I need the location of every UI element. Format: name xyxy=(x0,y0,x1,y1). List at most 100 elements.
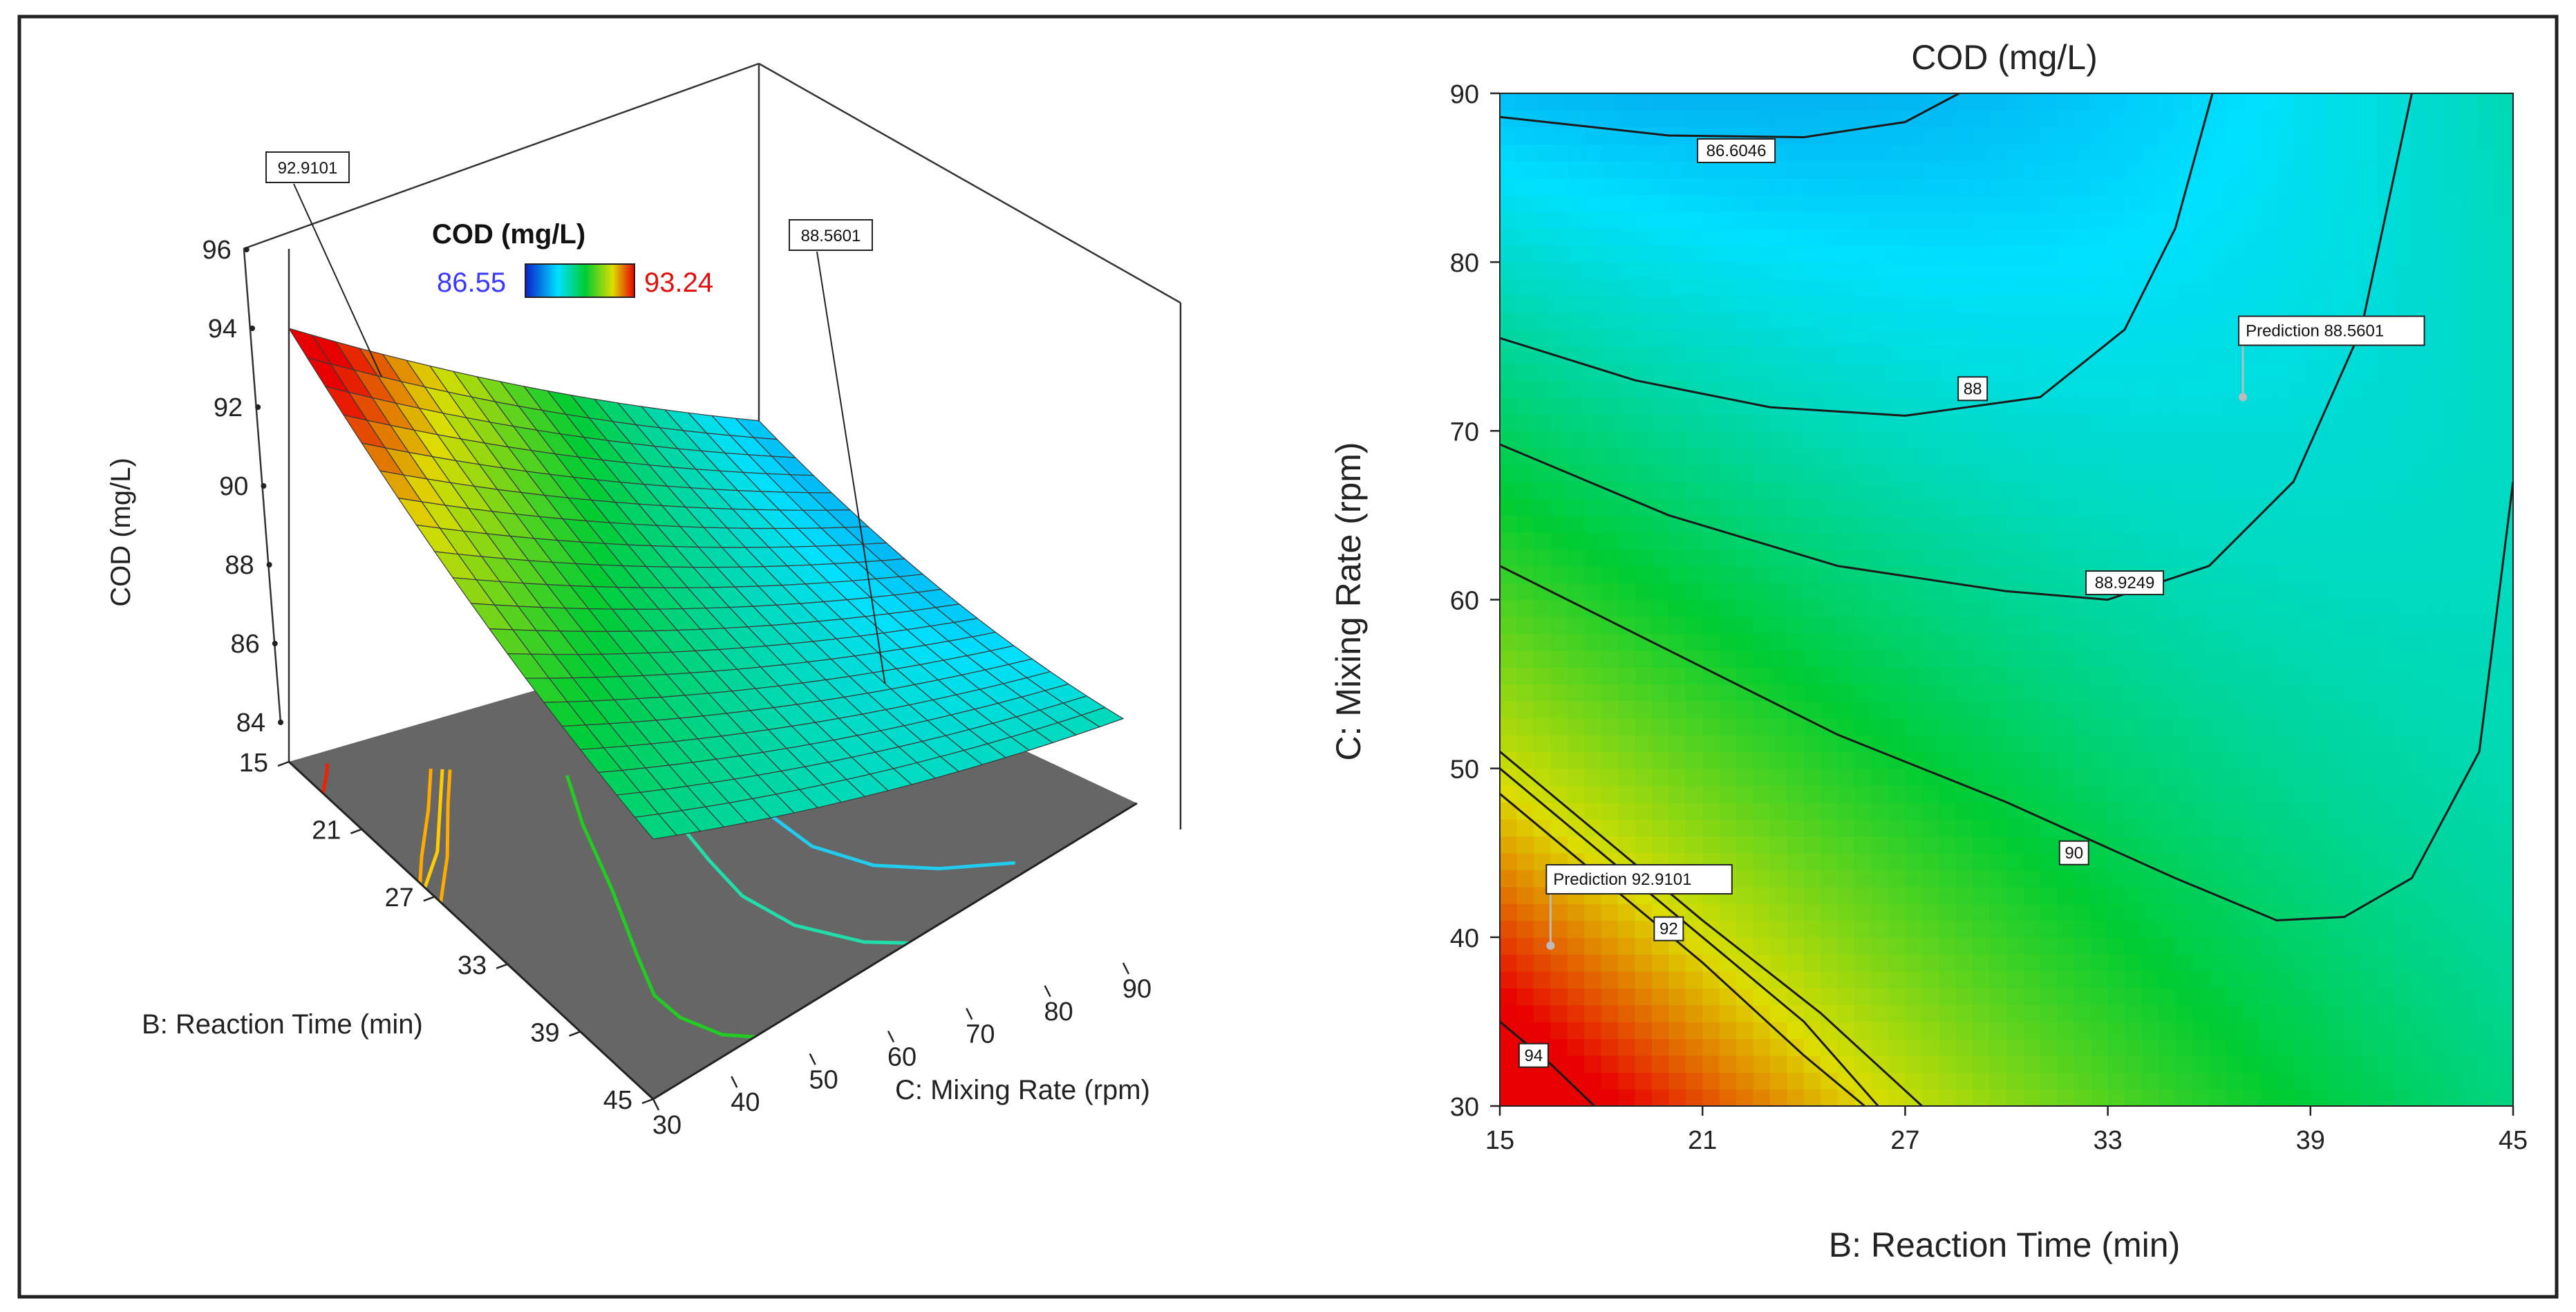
contour-cell xyxy=(1601,751,1619,769)
contour-cell xyxy=(2107,1089,2125,1106)
contour-cell xyxy=(2259,1021,2277,1040)
contour-cell xyxy=(2107,447,2125,465)
contour-cell xyxy=(1618,532,1636,550)
contour-cell xyxy=(1787,785,1805,803)
contour-cell xyxy=(2209,954,2227,972)
contour-cell xyxy=(1871,920,1889,938)
contour-cell xyxy=(1618,903,1636,921)
contour-cell xyxy=(2107,802,2125,820)
contour-cell xyxy=(1618,245,1636,263)
contour-cell xyxy=(1500,93,1518,111)
contour-cell xyxy=(1516,515,1534,533)
contour-cell xyxy=(1787,413,1805,432)
contour-cell xyxy=(2361,988,2379,1006)
contour-cell xyxy=(1584,616,1602,635)
contour-cell xyxy=(1871,852,1889,870)
contour-cell xyxy=(1803,532,1822,550)
contour-cell xyxy=(2293,1072,2311,1090)
contour-cell xyxy=(2141,532,2159,550)
contour-cell xyxy=(2040,465,2058,482)
contour-cell xyxy=(1736,160,1754,178)
contour-cell xyxy=(2310,465,2329,482)
contour-cell xyxy=(1550,988,1568,1006)
contour-cell xyxy=(2276,245,2295,263)
contour-cell xyxy=(1618,279,1636,297)
contour-cell xyxy=(1753,920,1771,938)
contour-cell xyxy=(2074,785,2091,803)
contour-cell xyxy=(1888,954,1906,972)
contour-cell xyxy=(1955,684,1973,702)
contour-cell xyxy=(2276,565,2295,583)
contour-cell xyxy=(2226,667,2244,685)
contour-cell xyxy=(2023,498,2041,516)
contour-cell xyxy=(2006,599,2024,617)
contour-cell xyxy=(2006,279,2024,297)
contour-cell xyxy=(2141,718,2159,735)
contour-cell xyxy=(1989,734,2007,753)
contour-cell xyxy=(1905,93,1923,111)
contour-cell xyxy=(1651,431,1670,449)
contour-y-tick-label: 70 xyxy=(1450,418,1479,447)
contour-cell xyxy=(2209,565,2227,583)
contour-title: COD (mg/L) xyxy=(1911,38,2097,77)
contour-cell xyxy=(2479,818,2497,837)
contour-cell xyxy=(1821,93,1839,111)
contour-cell xyxy=(2141,903,2159,921)
contour-cell xyxy=(2259,178,2277,196)
contour-cell xyxy=(2125,650,2143,668)
contour-cell xyxy=(1854,785,1872,803)
contour-cell xyxy=(2327,178,2345,196)
contour-cell xyxy=(1939,397,1957,415)
contour-cell xyxy=(2479,465,2497,482)
contour-cell xyxy=(2158,1055,2177,1073)
contour-cell xyxy=(1854,937,1872,955)
contour-cell xyxy=(2293,818,2311,837)
contour-cell xyxy=(2378,447,2396,465)
contour-cell xyxy=(2293,228,2311,246)
contour-cell xyxy=(1567,279,1585,297)
contour-cell xyxy=(2361,481,2379,499)
contour-cell xyxy=(2175,532,2193,550)
contour-cell xyxy=(2175,751,2193,769)
contour-cell xyxy=(1567,650,1585,668)
contour-cell xyxy=(2243,734,2261,753)
contour-cell xyxy=(2125,633,2143,651)
contour-cell xyxy=(2445,920,2463,938)
contour-cell xyxy=(1533,583,1552,601)
contour-cell xyxy=(2378,279,2396,297)
contour-cell xyxy=(2209,616,2227,635)
surface-legend: COD (mg/L) 86.55 93.24 xyxy=(432,219,713,298)
contour-cell xyxy=(2361,431,2379,449)
contour-cell xyxy=(1854,110,1872,128)
contour-cell xyxy=(1702,481,1720,499)
contour-cell xyxy=(1803,481,1822,499)
contour-cell xyxy=(1905,549,1923,567)
contour-cell xyxy=(2226,718,2244,735)
contour-cell xyxy=(1753,262,1771,280)
contour-cell xyxy=(2259,413,2277,432)
contour-cell xyxy=(1905,650,1923,668)
time-tick-label: 15 xyxy=(239,749,268,778)
contour-cell xyxy=(1635,616,1653,635)
contour-cell xyxy=(1921,818,1940,837)
contour-cell xyxy=(2040,937,2058,955)
contour-cell xyxy=(1955,312,1973,330)
contour-cell xyxy=(1921,734,1940,753)
contour-cell xyxy=(2141,110,2159,128)
contour-cell xyxy=(2125,1089,2143,1106)
contour-cell xyxy=(2259,110,2277,128)
contour-cell xyxy=(1837,296,1855,314)
contour-y-tick-label: 30 xyxy=(1450,1093,1479,1122)
contour-cell xyxy=(1821,1021,1839,1040)
contour-cell xyxy=(2091,178,2109,196)
contour-cell xyxy=(2496,802,2513,820)
contour-cell xyxy=(1736,363,1754,381)
contour-cell xyxy=(2023,515,2041,533)
contour-cell xyxy=(1787,431,1805,449)
contour-cell xyxy=(1736,194,1754,212)
contour-cell xyxy=(1905,397,1923,415)
contour-cell xyxy=(1651,144,1670,162)
contour-cell xyxy=(1584,1055,1602,1073)
contour-cell xyxy=(1837,988,1855,1006)
contour-cell xyxy=(2141,245,2159,263)
